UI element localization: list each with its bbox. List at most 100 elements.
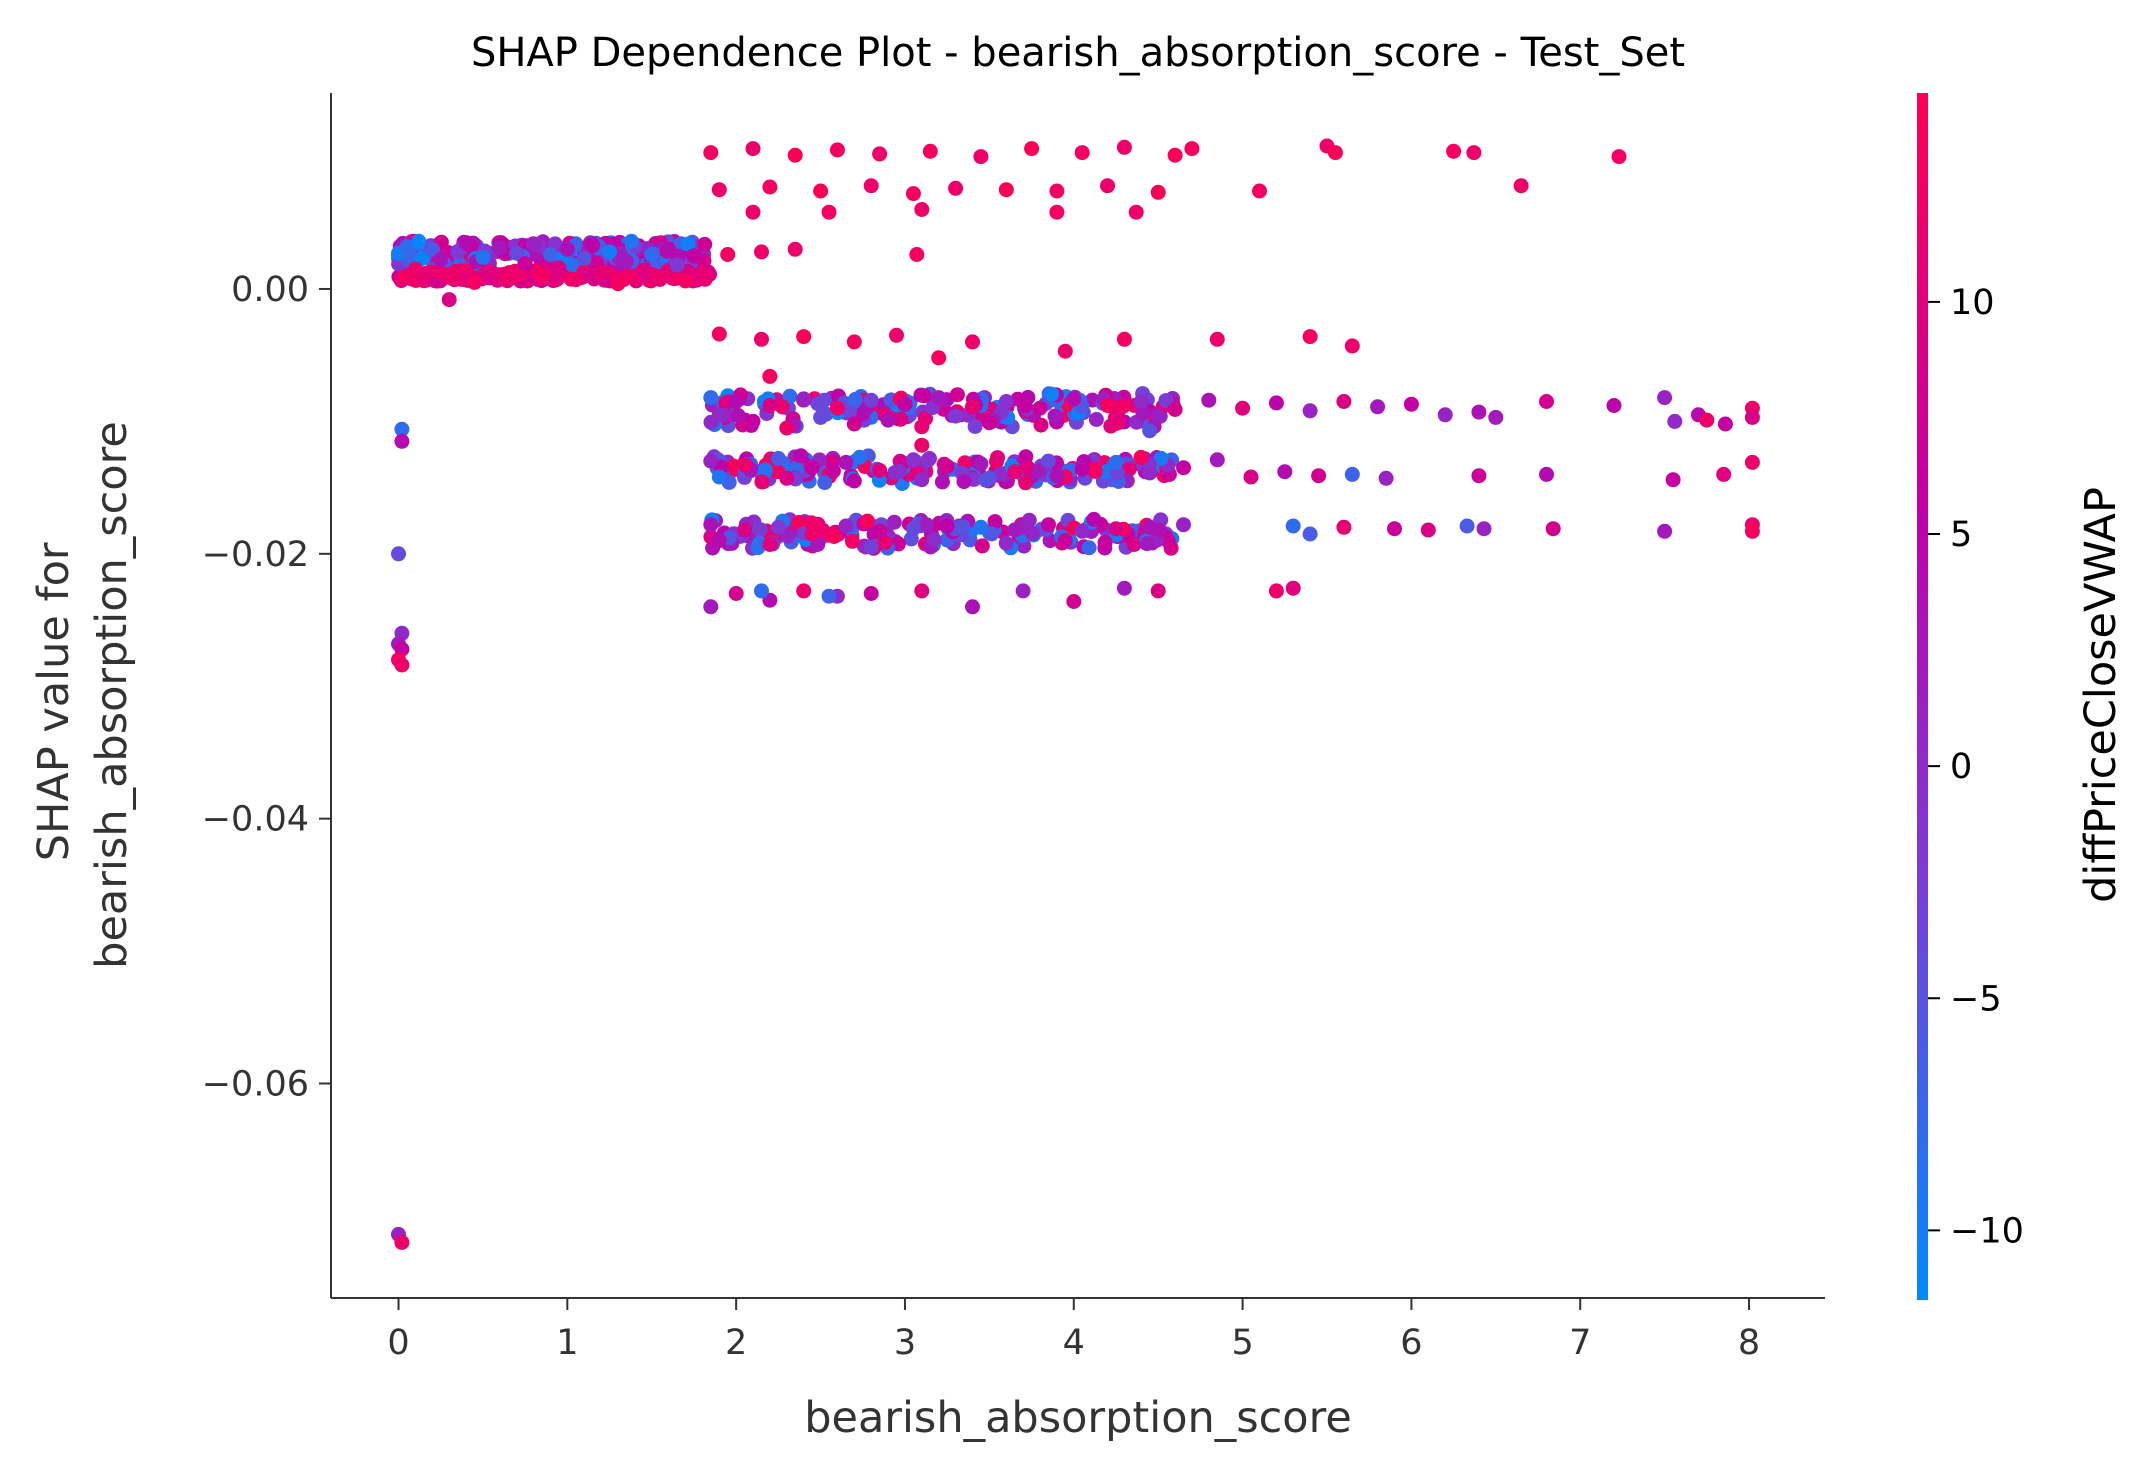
data-point xyxy=(1031,463,1047,479)
data-point xyxy=(931,390,947,406)
data-point xyxy=(939,458,955,474)
data-point xyxy=(1378,470,1394,486)
colorbar xyxy=(1917,93,1928,1300)
data-point xyxy=(762,398,778,413)
data-point xyxy=(842,403,858,419)
x-tick-label: 0 xyxy=(387,1323,409,1363)
data-point xyxy=(948,180,964,196)
data-point xyxy=(652,269,668,285)
data-point xyxy=(844,533,860,549)
data-point xyxy=(545,273,561,289)
data-point xyxy=(1018,475,1034,491)
data-point xyxy=(728,394,744,409)
data-point xyxy=(965,399,980,415)
data-point xyxy=(1717,416,1733,432)
data-point xyxy=(424,241,440,257)
data-point xyxy=(737,522,753,538)
data-point xyxy=(1049,183,1065,199)
y-axis-label: SHAP value for bearish_absorption_score xyxy=(29,421,137,969)
data-point xyxy=(534,268,550,284)
data-point xyxy=(543,247,558,262)
data-point xyxy=(889,327,904,343)
data-point xyxy=(987,514,1003,530)
data-point xyxy=(1108,454,1124,470)
data-point xyxy=(635,262,651,278)
data-point xyxy=(993,466,1009,482)
data-point xyxy=(774,399,790,415)
y-ticks: 0.00 −0.02 −0.04 −0.06 xyxy=(202,270,331,1104)
data-point xyxy=(880,412,896,428)
data-point xyxy=(916,388,932,404)
data-point xyxy=(703,599,719,615)
data-point xyxy=(922,451,937,466)
data-point xyxy=(1100,398,1115,413)
data-point xyxy=(877,534,893,550)
data-point xyxy=(1744,523,1760,539)
colorbar-tick-label: 5 xyxy=(1950,515,1972,555)
data-point xyxy=(509,245,525,261)
data-point xyxy=(1032,400,1048,416)
data-point xyxy=(1133,394,1149,409)
data-point xyxy=(787,147,803,163)
data-point xyxy=(787,241,803,257)
data-point xyxy=(796,583,812,599)
data-point xyxy=(1049,468,1065,484)
data-point xyxy=(905,521,921,537)
data-point xyxy=(1024,141,1040,157)
data-point xyxy=(998,182,1014,198)
data-point xyxy=(914,472,930,488)
data-point xyxy=(791,515,807,530)
data-point xyxy=(1150,184,1166,200)
data-point xyxy=(838,518,854,534)
data-point xyxy=(1116,139,1132,155)
data-point xyxy=(948,408,964,424)
data-point xyxy=(770,519,786,535)
data-point xyxy=(1057,533,1073,549)
data-point xyxy=(1513,178,1529,194)
data-point xyxy=(1285,518,1301,534)
data-point xyxy=(1074,461,1090,477)
data-point xyxy=(1471,468,1487,484)
data-point xyxy=(914,437,930,453)
data-point xyxy=(585,237,601,253)
data-point xyxy=(863,178,879,194)
data-point xyxy=(973,519,989,535)
data-point xyxy=(762,179,778,195)
x-tick-label: 3 xyxy=(894,1323,916,1363)
data-point xyxy=(1100,178,1115,194)
data-point xyxy=(965,599,980,615)
data-point xyxy=(1476,521,1492,537)
data-point xyxy=(644,247,660,262)
data-point xyxy=(1184,141,1200,157)
data-point xyxy=(1235,400,1251,416)
data-point xyxy=(872,462,888,478)
data-point xyxy=(433,252,449,268)
data-point xyxy=(602,244,617,260)
data-point xyxy=(1041,453,1056,469)
data-point xyxy=(860,513,875,529)
colorbar-tick-label: 0 xyxy=(1950,747,1972,787)
data-point xyxy=(981,470,997,486)
data-point xyxy=(1471,404,1487,420)
data-point xyxy=(1086,511,1102,527)
data-point xyxy=(1277,464,1293,480)
data-point xyxy=(1116,580,1132,596)
data-point xyxy=(1344,466,1360,482)
chart-title: SHAP Dependence Plot - bearish_absorptio… xyxy=(471,30,1685,76)
data-point xyxy=(467,274,482,290)
data-point xyxy=(559,241,575,257)
data-point xyxy=(686,248,702,264)
colorbar-ticks: 10 5 0 −5 −10 xyxy=(1928,283,2024,1251)
data-point xyxy=(517,256,533,272)
data-point xyxy=(745,204,761,220)
points-layer xyxy=(391,138,1760,1250)
data-point xyxy=(416,269,432,285)
x-tick-label: 4 xyxy=(1063,1323,1085,1363)
data-point xyxy=(998,394,1014,409)
data-point xyxy=(610,276,626,292)
data-point xyxy=(441,266,457,282)
colorbar-tick-label: −10 xyxy=(1950,1211,2024,1251)
data-point xyxy=(981,415,997,431)
x-ticks: 0 1 2 3 4 5 6 7 8 xyxy=(387,1298,1760,1363)
